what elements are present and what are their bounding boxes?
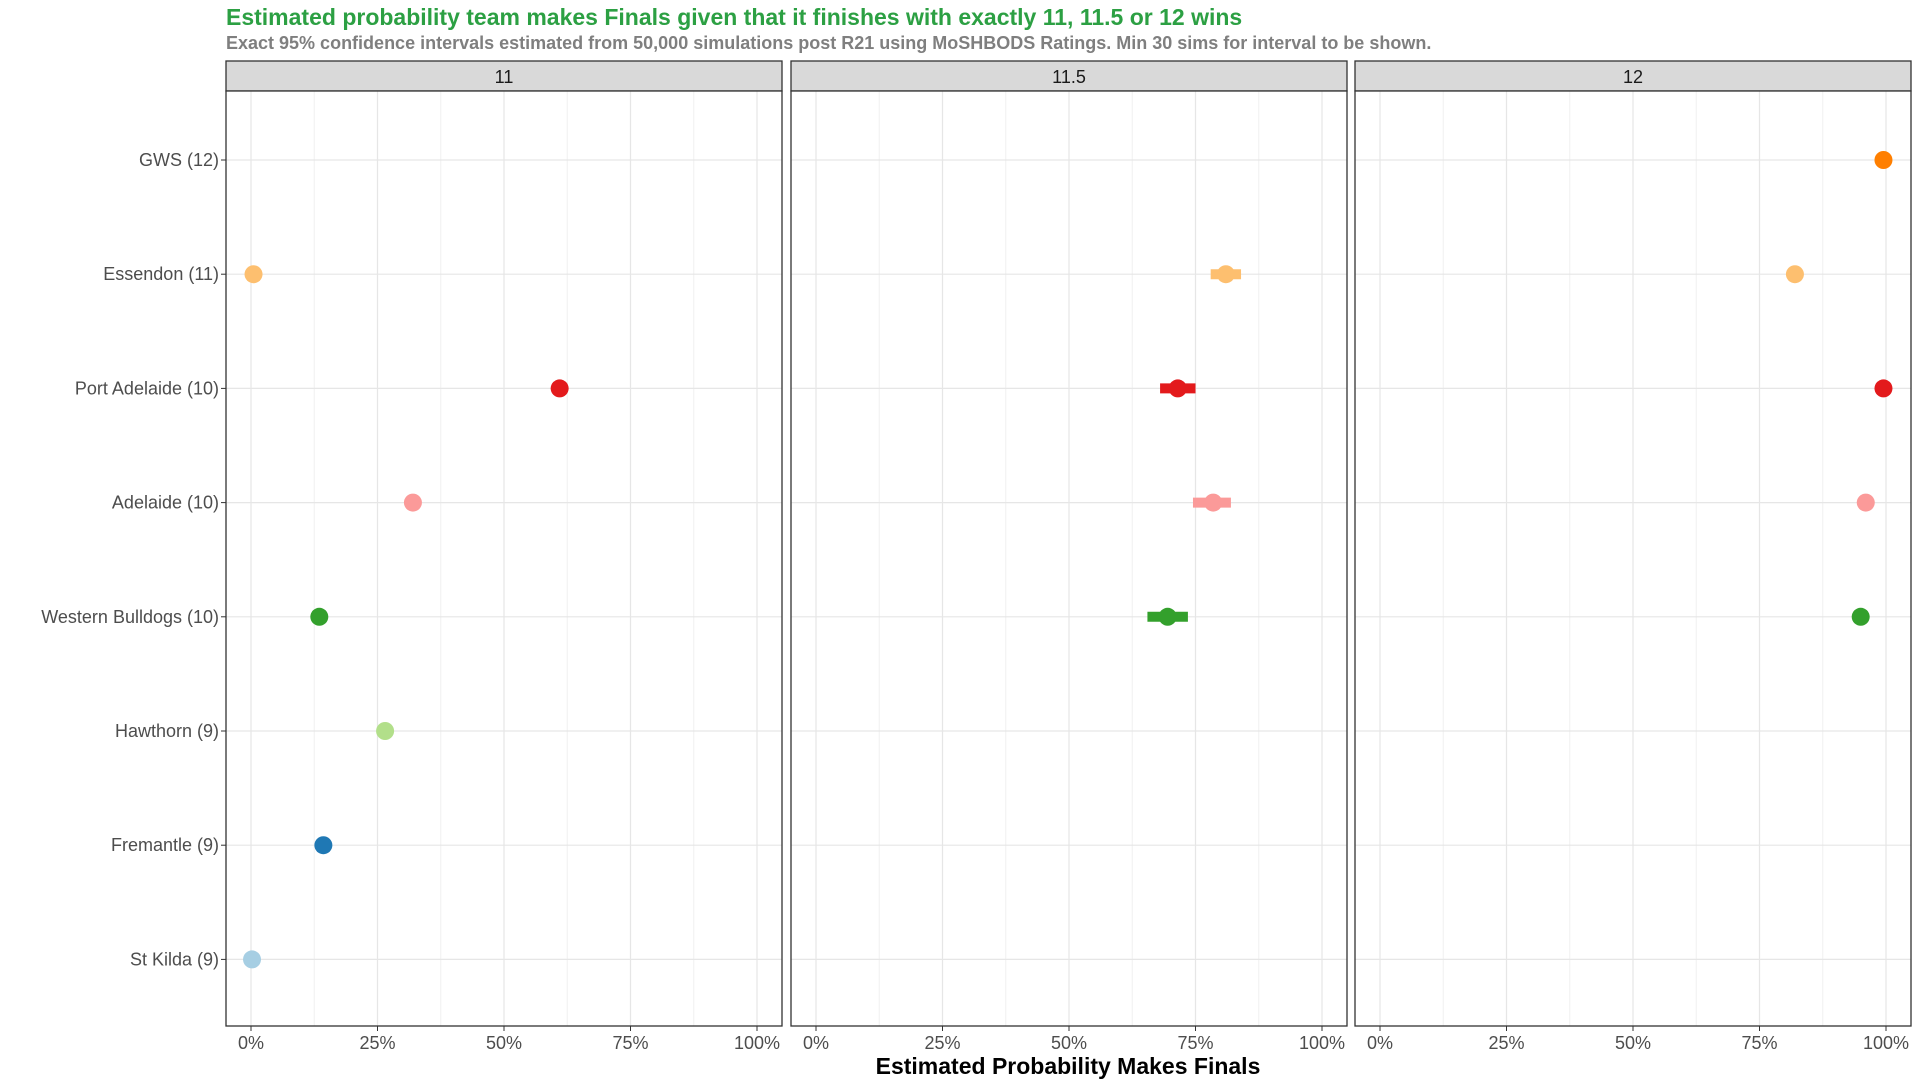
data-point (1785, 265, 1804, 284)
data-point (1204, 493, 1223, 512)
data-point (244, 265, 263, 284)
y-tick-label: Hawthorn (9) (115, 721, 219, 741)
x-tick-label: 0% (1367, 1033, 1393, 1053)
x-tick-label: 0% (803, 1033, 829, 1053)
data-point (403, 493, 422, 512)
data-point (376, 722, 395, 740)
facet-strip-label: 11 (495, 67, 514, 87)
data-point (310, 607, 329, 626)
y-tick-label: Western Bulldogs (10) (41, 607, 219, 627)
data-point (1158, 607, 1177, 626)
data-point (550, 379, 569, 398)
data-point (1168, 379, 1187, 398)
x-tick-label: 75% (1177, 1033, 1213, 1053)
y-tick-label: Port Adelaide (10) (75, 378, 219, 398)
x-tick-label: 75% (612, 1033, 648, 1053)
x-tick-label: 25% (359, 1033, 395, 1053)
x-tick-label: 25% (1488, 1033, 1524, 1053)
x-tick-label: 0% (238, 1033, 264, 1053)
facet-panel-2: 11.5 0% 25% 50% 75% 100% (790, 60, 1348, 1053)
facet-strip (1354, 60, 1912, 92)
data-point (1851, 607, 1870, 626)
x-tick-label: 50% (486, 1033, 522, 1053)
data-point (1874, 151, 1893, 169)
facet-strip-label: 11.5 (1052, 67, 1086, 87)
facet-panel-1: 11 0% 25% 50% 75% 100% (225, 60, 783, 1053)
chart-title: Estimated probability team makes Finals … (226, 4, 1243, 30)
x-tick-label: 100% (1863, 1033, 1909, 1053)
y-tick-label: Adelaide (10) (112, 493, 219, 513)
data-point (1856, 493, 1875, 512)
x-tick-label: 100% (1299, 1033, 1345, 1053)
x-axis-title: Estimated Probability Makes Finals (876, 1053, 1261, 1079)
chart-subtitle: Exact 95% confidence intervals estimated… (226, 33, 1432, 53)
facet-strip (225, 60, 783, 92)
facet-strip (790, 60, 1348, 92)
data-point (1874, 379, 1893, 398)
facet-strip-label: 12 (1623, 67, 1643, 87)
x-tick-label: 100% (734, 1033, 780, 1053)
y-tick-label: Essendon (11) (103, 264, 219, 284)
x-tick-label: 50% (1615, 1033, 1651, 1053)
y-tick-label: Fremantle (9) (111, 835, 219, 855)
y-tick-label: GWS (12) (139, 150, 219, 170)
data-point (314, 836, 333, 855)
y-tick-label: St Kilda (9) (130, 949, 219, 969)
x-tick-label: 50% (1051, 1033, 1087, 1053)
data-point (243, 950, 262, 969)
facet-panel-3: 12 0% 25% 50% 75% 100% (1354, 60, 1912, 1053)
data-point (1216, 265, 1235, 284)
x-tick-label: 25% (924, 1033, 960, 1053)
x-tick-label: 75% (1741, 1033, 1777, 1053)
